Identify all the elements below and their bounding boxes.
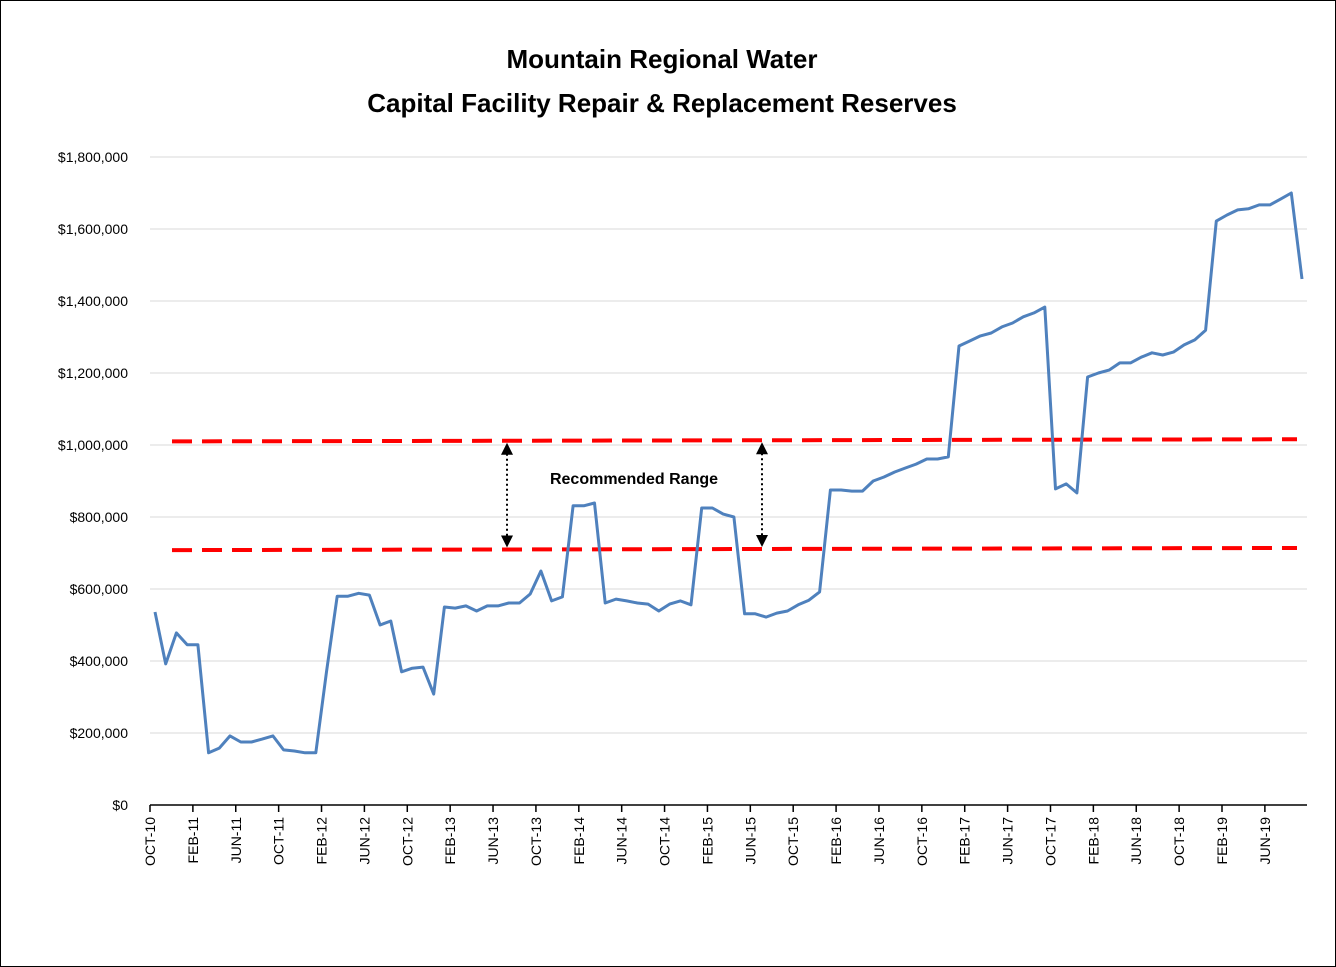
y-tick-label: $800,000 xyxy=(70,509,129,525)
x-tick-label: OCT-15 xyxy=(785,817,801,866)
x-tick-label: OCT-14 xyxy=(657,817,673,866)
annotation: Recommended Range xyxy=(550,471,718,488)
x-tick-label: FEB-12 xyxy=(314,817,330,865)
x-tick-label: FEB-17 xyxy=(957,817,973,865)
y-tick-label: $1,000,000 xyxy=(58,437,128,453)
y-tick-label: $1,400,000 xyxy=(58,293,128,309)
x-tick-label: FEB-15 xyxy=(699,817,715,865)
x-tick-label: OCT-11 xyxy=(271,817,287,865)
x-tick-label: OCT-18 xyxy=(1171,817,1187,866)
chart-title: Mountain Regional Water xyxy=(506,44,817,74)
y-tick-label: $1,800,000 xyxy=(58,149,128,165)
x-tick-label: JUN-16 xyxy=(871,817,887,865)
x-tick-label: JUN-17 xyxy=(1000,817,1016,865)
x-tick-label: OCT-12 xyxy=(399,817,415,866)
x-tick-label: OCT-16 xyxy=(914,817,930,866)
y-tick-label: $1,600,000 xyxy=(58,221,128,237)
x-tick-label: FEB-14 xyxy=(571,817,587,865)
x-tick-label: JUN-19 xyxy=(1257,817,1273,865)
x-tick-label: JUN-13 xyxy=(485,817,501,865)
x-tick-label: FEB-13 xyxy=(442,817,458,865)
x-tick-label: JUN-18 xyxy=(1128,817,1144,865)
reference-line xyxy=(171,545,1298,553)
x-tick-label: OCT-17 xyxy=(1042,817,1058,866)
x-tick-label: JUN-11 xyxy=(228,817,244,864)
x-tick-label: FEB-19 xyxy=(1214,817,1230,865)
x-tick-label: FEB-11 xyxy=(185,817,201,864)
x-tick-label: JUN-14 xyxy=(614,817,630,865)
line-series xyxy=(153,191,1304,755)
x-tick-label: FEB-16 xyxy=(828,817,844,865)
y-tick-label: $1,200,000 xyxy=(58,365,128,381)
reference-line xyxy=(171,437,1298,444)
x-tick-label: JUN-15 xyxy=(742,817,758,865)
y-tick-label: $200,000 xyxy=(70,725,129,741)
y-tick-label: $0 xyxy=(112,797,128,813)
chart-title: Capital Facility Repair & Replacement Re… xyxy=(367,88,957,118)
y-tick-label: $400,000 xyxy=(70,653,129,669)
x-tick-label: JUN-12 xyxy=(356,817,372,865)
x-tick-label: OCT-13 xyxy=(528,817,544,866)
y-tick-label: $600,000 xyxy=(70,581,129,597)
x-tick-label: FEB-18 xyxy=(1085,817,1101,865)
x-tick-label: OCT-10 xyxy=(142,817,158,866)
